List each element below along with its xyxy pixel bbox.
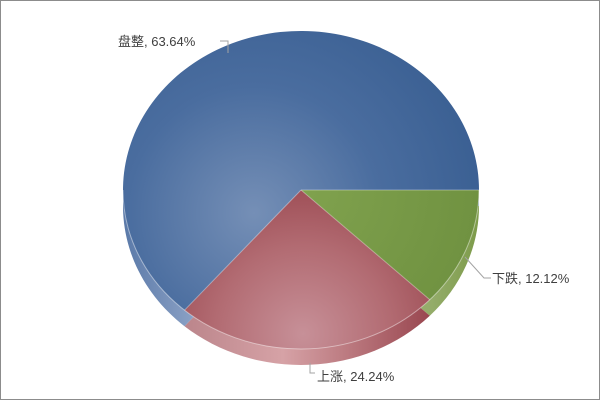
connector-xiadie xyxy=(464,256,491,279)
pie-label-panzheng: 盘整, 63.64% xyxy=(118,34,196,49)
pie-slice-shangzhang xyxy=(184,190,430,349)
connector-shangzhang xyxy=(309,363,315,374)
pie-rim-highlight xyxy=(122,189,480,350)
pie-label-xiadie: 下跌, 12.12% xyxy=(492,271,570,286)
label-connectors xyxy=(220,40,491,374)
pie-slice-panzheng xyxy=(123,30,480,311)
pie-label-shangzhang: 上涨, 24.24% xyxy=(317,369,395,384)
connector-panzheng xyxy=(220,40,229,53)
slice-boundary-highlight xyxy=(300,189,431,301)
pie-slice-xiadie xyxy=(301,190,479,300)
slice-boundary-highlight xyxy=(184,189,302,311)
